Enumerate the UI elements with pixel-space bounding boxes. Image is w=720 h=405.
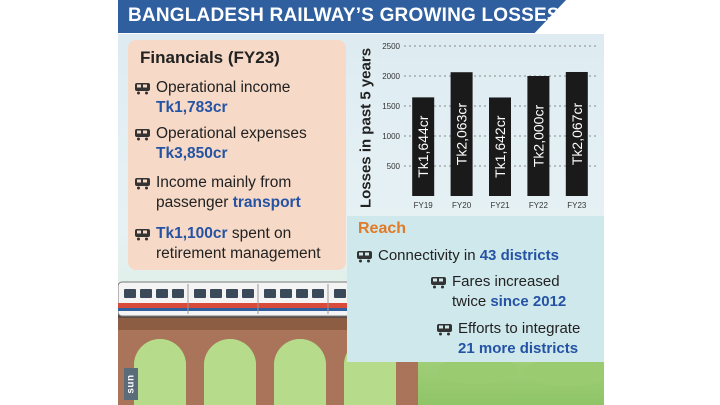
bar-data-label: Tk1,644cr	[415, 115, 431, 178]
fares-plain: twice	[452, 293, 491, 310]
retirement-line1: Tk1,100cr spent on	[156, 224, 321, 244]
page-title: BANGLADESH RAILWAY’S GROWING LOSSES	[128, 5, 560, 26]
title-band	[118, 0, 566, 33]
losses-bar-chart: 500 1000 1500 2000 2500 Tk1,644cr FY19 Tk2,063c…	[382, 42, 596, 210]
bar-fy19	[412, 97, 435, 196]
x-tick-label: FY20	[452, 201, 472, 210]
arch-openings	[134, 339, 396, 405]
connectivity-highlight: 43 districts	[479, 247, 559, 264]
x-tick-label: FY21	[490, 201, 510, 210]
income-source-line2: passenger transport	[156, 193, 301, 213]
connectivity-plain: Connectivity in	[378, 247, 480, 264]
fares-line2: twice since 2012	[452, 292, 566, 312]
income-source-highlight: transport	[232, 194, 301, 211]
bar-fy20	[450, 72, 473, 196]
y-tick-label: 500	[387, 162, 401, 171]
title-bar: BANGLADESH RAILWAY’S GROWING LOSSES	[118, 0, 604, 34]
operational-expenses-label: Operational expenses	[156, 125, 307, 142]
income-source-plain: passenger	[156, 194, 233, 211]
train-icon	[135, 129, 150, 141]
y-tick-label: 1000	[382, 132, 400, 141]
financials-heading: Financials (FY23)	[140, 48, 280, 67]
x-tick-label: FY22	[529, 201, 549, 210]
bar-fy21	[489, 97, 511, 196]
train-icon	[135, 83, 150, 95]
y-tick-label: 1500	[382, 102, 400, 111]
infographic: BANGLADESH RAILWAY’S GROWING LOSSES Fina…	[118, 0, 604, 405]
bar-data-label: Tk2,067cr	[569, 103, 585, 166]
page-margin-right	[604, 0, 720, 405]
bar-data-label: Tk2,063cr	[454, 103, 470, 166]
operational-income-value: Tk1,783cr	[156, 99, 228, 116]
publisher-logo: sun	[124, 368, 138, 400]
train-icon	[135, 229, 150, 241]
bridge-deck	[118, 318, 418, 330]
train-icon	[431, 277, 446, 289]
train-icon	[135, 178, 150, 190]
bar-data-label: Tk2,000cr	[530, 105, 546, 168]
bar-fy23	[565, 71, 588, 196]
reach-heading: Reach	[358, 220, 407, 237]
reach-panel	[347, 216, 604, 362]
operational-income-label: Operational income	[156, 79, 291, 96]
train-icon	[437, 324, 452, 336]
income-source-line1: Income mainly from	[156, 174, 292, 191]
bar-fy22	[527, 76, 550, 196]
bar-data-label: Tk1,642cr	[492, 115, 508, 178]
y-axis-label-text: Losses in past 5 years	[357, 47, 375, 209]
distant-trees	[438, 356, 604, 386]
bridge-arches	[118, 330, 418, 405]
publisher-logo-text: sun	[125, 374, 137, 394]
fares-highlight: since 2012	[490, 293, 567, 310]
retirement-line2: retirement management	[156, 245, 321, 262]
retirement-value: Tk1,100cr	[156, 225, 228, 242]
fares-line1: Fares increased	[452, 273, 560, 290]
page-margin-left	[0, 0, 118, 405]
x-tick-label: FY23	[567, 201, 587, 210]
integration-highlight: 21 more districts	[458, 340, 579, 357]
financials-panel	[128, 40, 346, 270]
operational-expenses-value: Tk3,850cr	[156, 145, 228, 162]
y-axis-label: Losses in past 5 years	[354, 40, 378, 216]
retirement-plain: spent on	[227, 225, 292, 242]
integration-line1: Efforts to integrate	[458, 320, 581, 337]
train-icon	[357, 251, 372, 263]
y-tick-label: 2500	[382, 42, 400, 51]
x-tick-label: FY19	[414, 201, 434, 210]
y-tick-label: 2000	[382, 72, 400, 81]
